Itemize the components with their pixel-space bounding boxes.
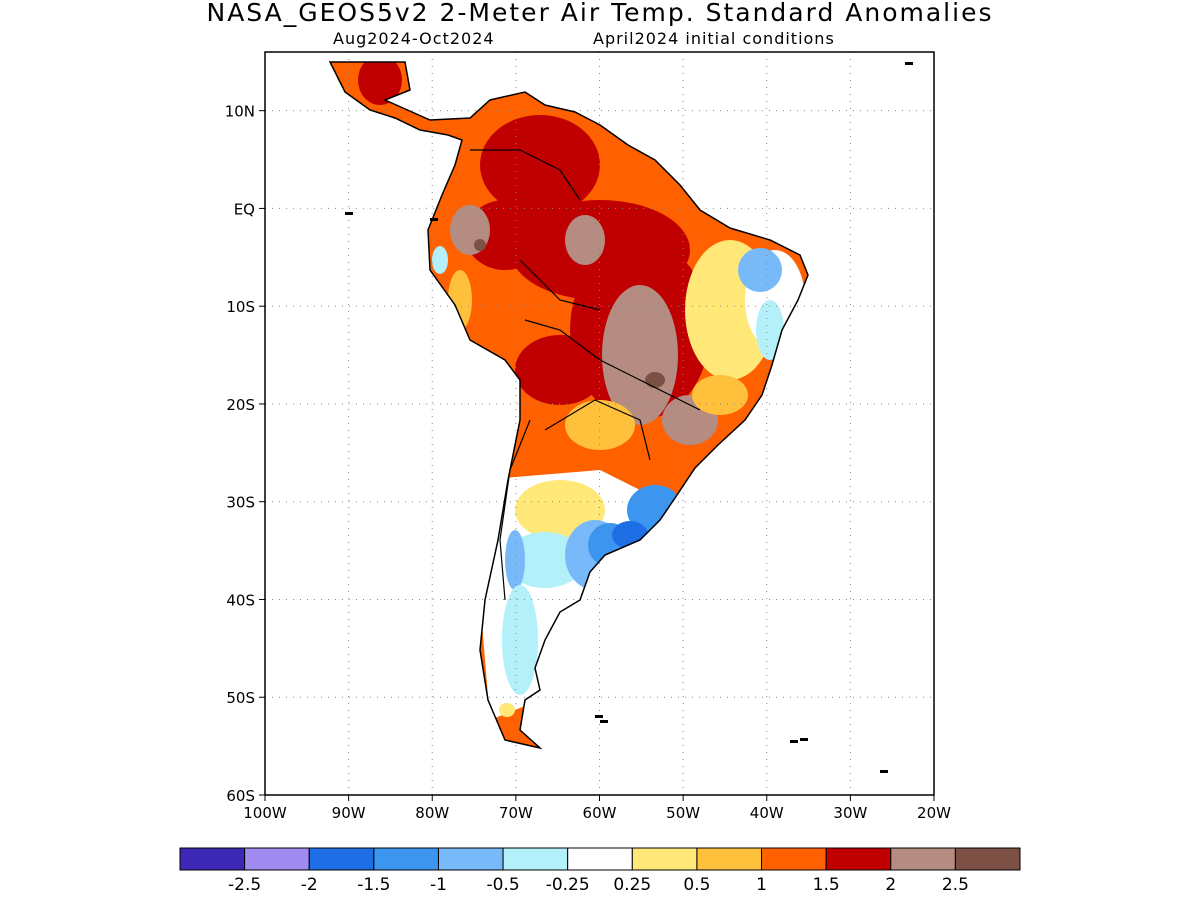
colorbar-swatch xyxy=(696,847,763,871)
colorbar-swatch xyxy=(761,847,827,871)
colorbar-swatch xyxy=(502,847,569,871)
colorbar-swatch xyxy=(179,847,246,871)
y-tick-label: 60S xyxy=(226,787,255,805)
x-tick-label: 20W xyxy=(917,804,951,822)
y-tick-label: 20S xyxy=(226,396,255,414)
y-tick-label: EQ xyxy=(234,200,255,218)
axis-ticks: 100W 90W 80W 70W 60W 50W 40W 30W 20W 10N EQ 10S 20S 3… xyxy=(225,103,951,822)
colorbar-label: -2 xyxy=(301,875,318,895)
subtitle-period: Aug2024-Oct2024 xyxy=(333,29,495,48)
x-tick-label: 40W xyxy=(750,804,784,822)
colorbar-label: -0.5 xyxy=(486,875,519,895)
coastline xyxy=(328,61,913,773)
y-tick-label: 40S xyxy=(226,591,255,609)
y-tick-label: 10S xyxy=(226,298,255,316)
x-tick-label: 60W xyxy=(583,804,617,822)
x-tick-label: 80W xyxy=(415,804,449,822)
colorbar-swatch xyxy=(373,847,439,871)
colorbar-swatch xyxy=(631,847,698,871)
colorbar-swatch xyxy=(890,847,956,871)
colorbar-label: 2.5 xyxy=(942,875,969,895)
colorbar-label: -2.5 xyxy=(228,875,261,895)
colorbar-label: -0.25 xyxy=(546,875,590,895)
colorbar-label: 0.5 xyxy=(683,875,710,895)
y-tick-label: 10N xyxy=(225,103,255,121)
x-tick-label: 30W xyxy=(833,804,867,822)
y-tick-label: 50S xyxy=(226,689,255,707)
colorbar-swatch xyxy=(567,847,633,871)
colorbar-label: -1 xyxy=(430,875,447,895)
x-tick-label: 50W xyxy=(666,804,700,822)
colorbar-swatch xyxy=(954,847,1021,871)
colorbar-label: 2 xyxy=(885,875,896,895)
colorbar-label: -1.5 xyxy=(357,875,390,895)
colorbar-swatch xyxy=(308,847,375,871)
colorbar-label: 1.5 xyxy=(813,875,840,895)
x-tick-label: 100W xyxy=(243,804,287,822)
x-tick-label: 90W xyxy=(332,804,366,822)
page-title: NASA_GEOS5v2 2-Meter Air Temp. Standard … xyxy=(206,0,994,27)
y-tick-label: 30S xyxy=(226,494,255,512)
subtitle-initial-conditions: April2024 initial conditions xyxy=(593,29,835,48)
colorbar-swatch xyxy=(437,847,504,871)
colorbar: -2.5 -2 -1.5 -1 -0.5 -0.25 0.25 0.5 1 1.5 2 2.5 xyxy=(179,847,1021,895)
colorbar-label: 0.25 xyxy=(613,875,651,895)
colorbar-swatch xyxy=(244,847,310,871)
colorbar-swatch xyxy=(825,847,892,871)
grid-lines xyxy=(265,52,934,795)
colorbar-label: 1 xyxy=(756,875,767,895)
x-tick-label: 70W xyxy=(499,804,533,822)
